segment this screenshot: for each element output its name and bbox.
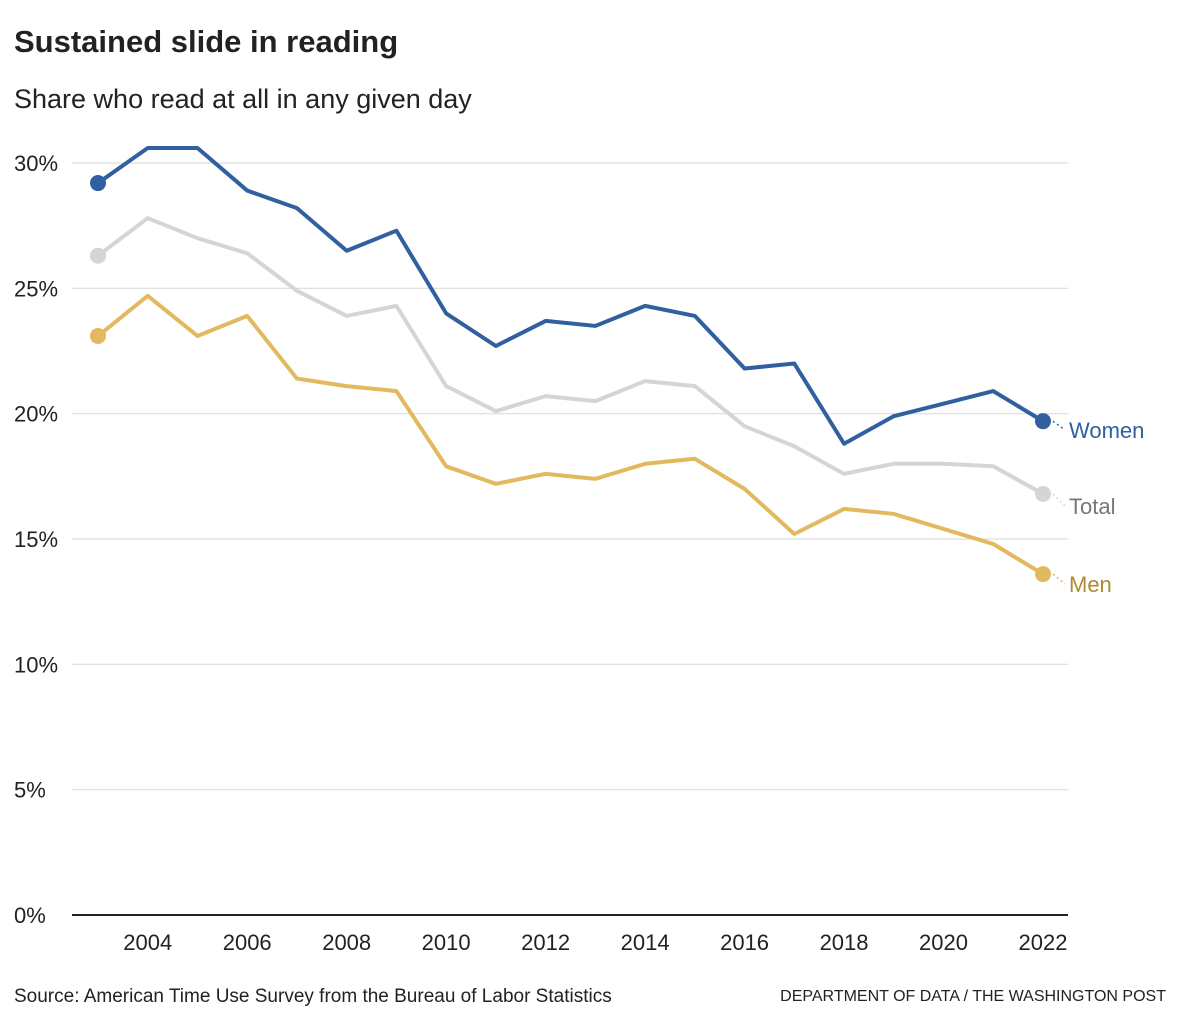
y-tick-label: 25% bbox=[14, 276, 58, 301]
start-point bbox=[90, 175, 106, 192]
end-point bbox=[1035, 413, 1051, 430]
x-tick-label: 2018 bbox=[820, 930, 869, 955]
x-tick-label: 2012 bbox=[521, 930, 570, 955]
chart-title: Sustained slide in reading bbox=[14, 24, 399, 59]
label-leader bbox=[1052, 573, 1066, 585]
series-label-men: Men bbox=[1069, 572, 1112, 597]
start-point bbox=[90, 327, 106, 344]
y-tick-label: 30% bbox=[14, 151, 58, 176]
y-tick-label: 20% bbox=[14, 402, 58, 427]
credit: DEPARTMENT OF DATA / THE WASHINGTON POST bbox=[780, 988, 1166, 1005]
x-tick-label: 2016 bbox=[720, 930, 769, 955]
x-tick-label: 2010 bbox=[422, 930, 471, 955]
y-tick-label: 15% bbox=[14, 527, 58, 552]
label-leader bbox=[1052, 493, 1066, 507]
label-leader bbox=[1052, 420, 1066, 431]
series-line-men bbox=[96, 293, 1045, 576]
series-label-total: Total bbox=[1069, 494, 1115, 519]
x-tick-label: 2022 bbox=[1019, 930, 1068, 955]
y-tick-label: 5% bbox=[14, 778, 46, 803]
end-point bbox=[1035, 485, 1051, 502]
start-point bbox=[90, 247, 106, 264]
end-point bbox=[1035, 566, 1051, 583]
source-note: Source: American Time Use Survey from th… bbox=[14, 986, 612, 1007]
series-line-total bbox=[96, 216, 1044, 496]
series-label-women: Women bbox=[1069, 418, 1144, 443]
x-tick-label: 2014 bbox=[621, 930, 670, 955]
y-tick-label: 10% bbox=[14, 652, 58, 677]
x-tick-label: 2020 bbox=[919, 930, 968, 955]
y-tick-label: 0% bbox=[14, 903, 46, 928]
chart-subtitle: Share who read at all in any given day bbox=[14, 84, 472, 114]
x-tick-label: 2006 bbox=[223, 930, 272, 955]
series-line-women bbox=[96, 145, 1045, 446]
x-tick-label: 2008 bbox=[322, 930, 371, 955]
x-tick-label: 2004 bbox=[123, 930, 172, 955]
